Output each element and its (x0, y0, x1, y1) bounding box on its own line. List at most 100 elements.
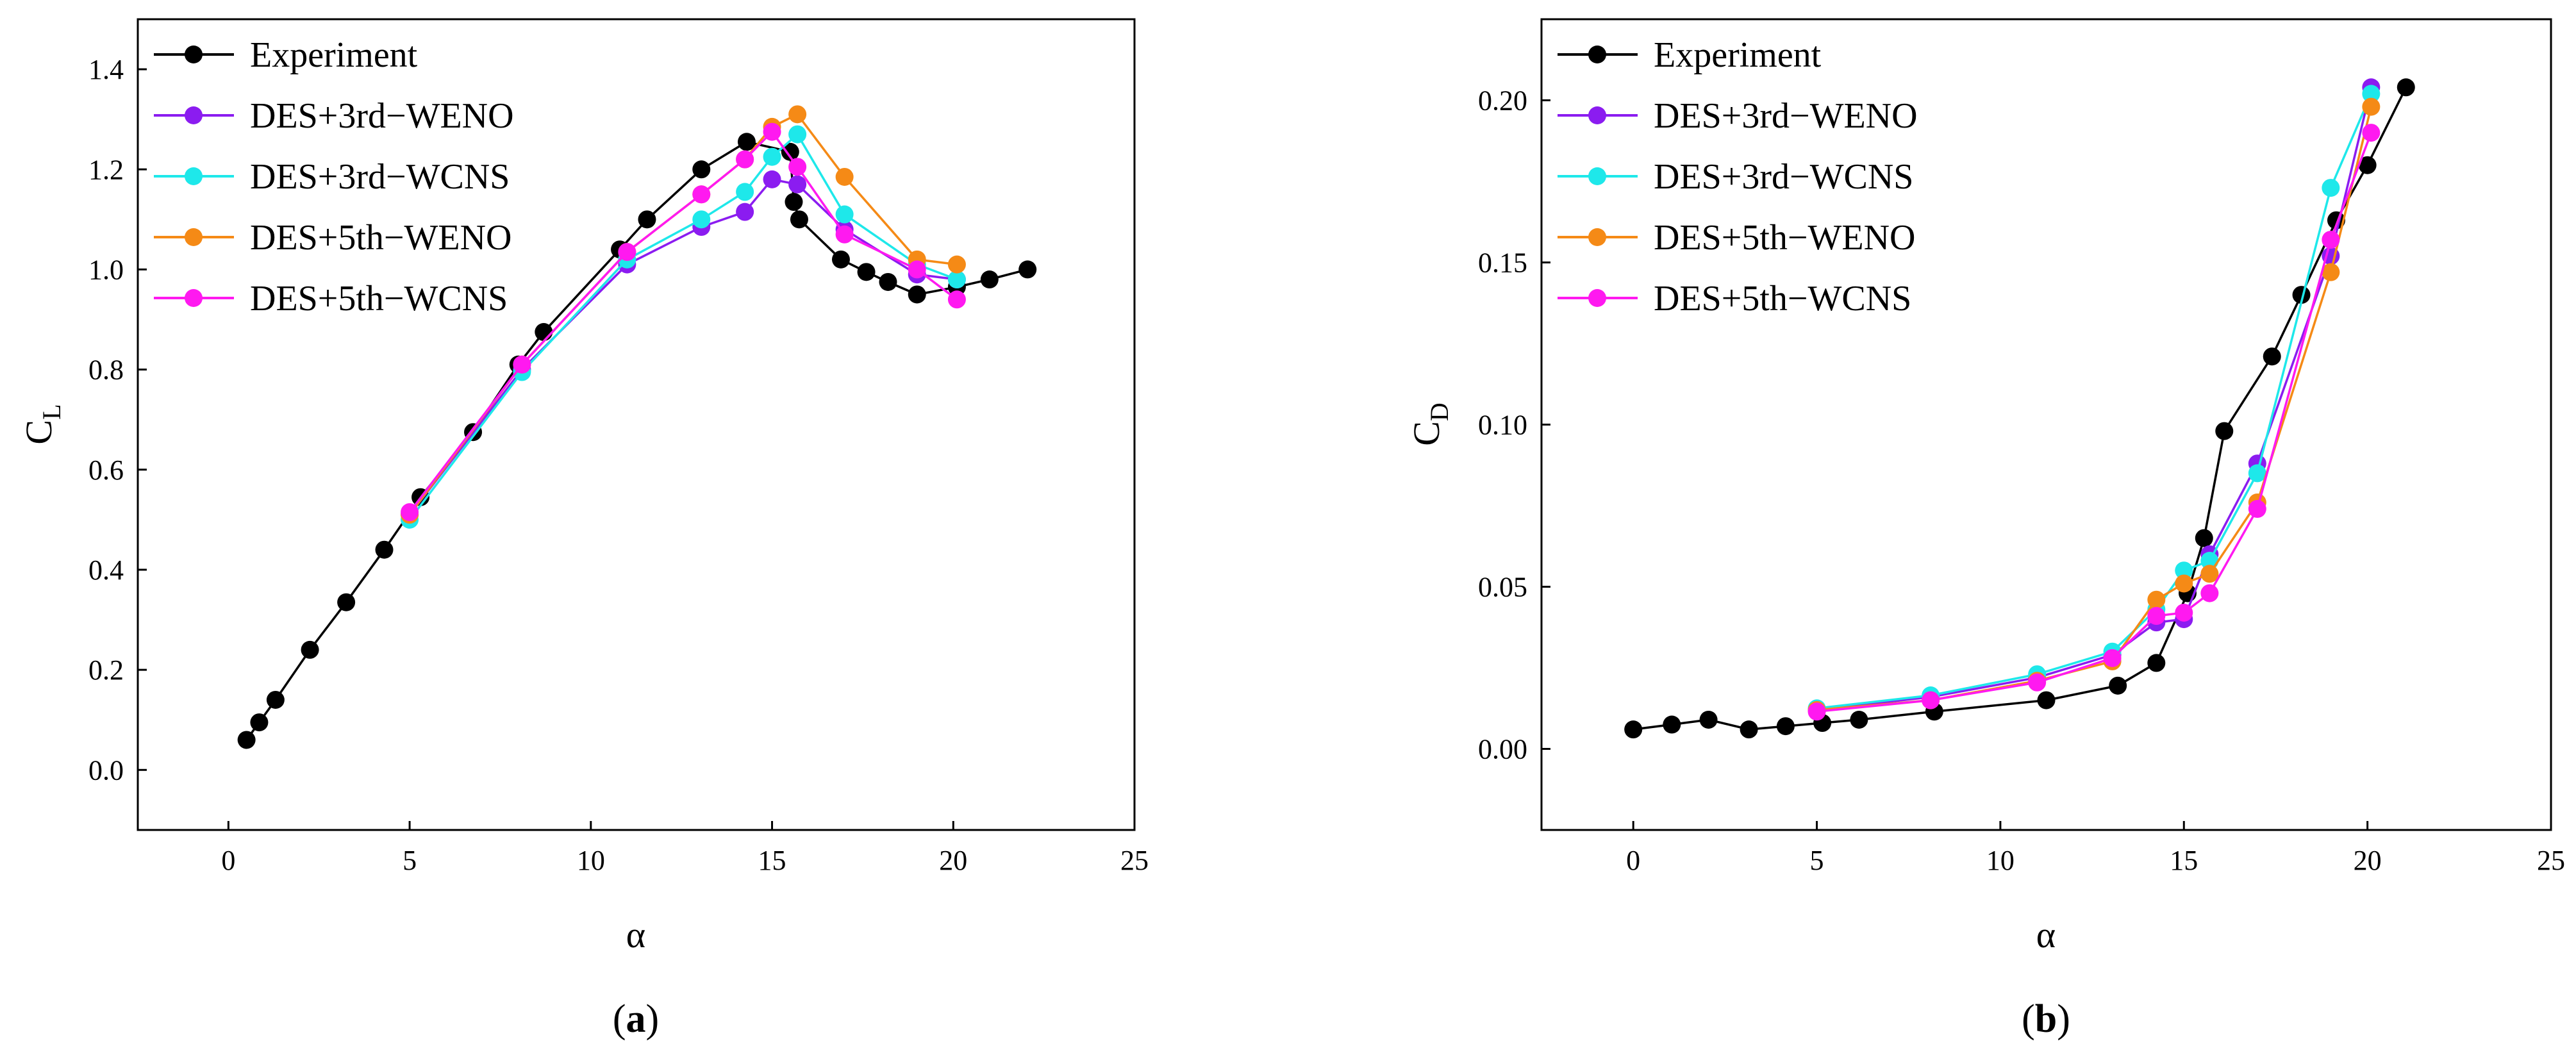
legend-label-b-4: DES+5th−WCNS (1654, 279, 1911, 319)
panel-a: 0 5 10 15 20 25 0.0 0.2 0.4 0.6 0.8 1.0 1.2 1.4 Exper… (18, 18, 1149, 1041)
data-point-b-3 (2147, 590, 2166, 609)
x-tick-label-b: 15 (2170, 845, 2198, 876)
data-point-a-0 (908, 285, 926, 304)
data-point-b-0 (2037, 691, 2056, 709)
y-axis-title-a: CL (18, 404, 66, 444)
y-tick-label-b: 0.15 (1478, 247, 1527, 279)
legend-label-a-3: DES+5th−WENO (250, 218, 511, 258)
data-point-a-0 (638, 210, 656, 229)
legend-marker-b-1 (1588, 106, 1606, 124)
data-point-b-4 (2175, 603, 2193, 622)
data-point-a-4 (788, 158, 807, 176)
data-point-b-0 (2215, 422, 2234, 440)
data-point-a-3 (835, 167, 854, 186)
series-layer-b (1624, 78, 2415, 739)
x-tick-label-a: 15 (758, 845, 786, 876)
legend-label-a-0: Experiment (250, 35, 418, 75)
data-point-b-0 (2195, 529, 2213, 547)
data-point-a-4 (618, 243, 636, 261)
data-point-a-0 (790, 210, 808, 229)
data-point-b-0 (1740, 720, 1758, 739)
y-tick-label-a: 1.0 (88, 254, 124, 285)
legend-label-a-2: DES+3rd−WCNS (250, 157, 510, 197)
data-point-b-0 (2358, 156, 2377, 174)
data-point-a-2 (947, 270, 966, 289)
x-tick-label-b: 0 (1626, 845, 1640, 876)
y-tick-label-b: 0.10 (1478, 410, 1527, 441)
data-point-b-0 (1699, 710, 1718, 729)
plot-area-a (137, 18, 1136, 831)
series-line-b-1 (1816, 87, 2373, 711)
data-point-b-0 (1850, 710, 1868, 729)
x-tick-label-a: 20 (939, 845, 967, 876)
data-point-a-1 (736, 203, 754, 221)
legend-label-b-1: DES+3rd−WENO (1654, 96, 1918, 136)
y-tick-label-b: 0.00 (1478, 734, 1527, 765)
series-line-a-2 (408, 132, 958, 520)
data-point-b-0 (2292, 286, 2311, 304)
data-point-b-2 (2322, 179, 2340, 197)
data-point-b-4 (1922, 691, 1940, 709)
data-point-b-2 (2362, 85, 2381, 103)
data-point-a-0 (879, 272, 897, 291)
data-point-a-0 (337, 593, 356, 611)
data-point-a-1 (763, 170, 781, 188)
data-point-b-4 (2028, 673, 2047, 692)
data-point-a-4 (908, 260, 926, 279)
data-point-b-3 (2322, 263, 2340, 281)
data-point-b-0 (2397, 78, 2415, 97)
data-point-a-2 (692, 210, 711, 229)
legend-a: Experiment DES+3rd−WENO DES+3rd−WCNS DES+5t… (154, 35, 514, 319)
data-point-a-0 (831, 250, 850, 269)
data-point-a-2 (835, 205, 854, 224)
data-point-a-0 (237, 731, 256, 749)
x-tick-label-b: 10 (1986, 845, 2015, 876)
legend-marker-a-0 (185, 46, 203, 63)
data-point-a-0 (250, 713, 269, 732)
legend-label-b-0: Experiment (1654, 35, 1822, 75)
panel-label-b: (b) (2022, 997, 2070, 1041)
data-point-a-2 (788, 125, 807, 144)
data-point-b-3 (2362, 97, 2381, 116)
legend-label-a-4: DES+5th−WCNS (250, 279, 508, 319)
data-point-b-2 (2175, 561, 2193, 580)
data-point-a-4 (513, 355, 531, 374)
y-tick-label-a: 1.2 (88, 154, 124, 185)
data-point-a-0 (1018, 260, 1037, 279)
legend-b: Experiment DES+3rd−WENO DES+3rd−WCNS DES+5t… (1558, 35, 1918, 319)
y-tick-label-a: 0.4 (88, 554, 124, 586)
data-point-a-0 (535, 323, 553, 342)
data-point-a-4 (763, 122, 781, 141)
series-line-b-2 (1816, 93, 2373, 710)
data-point-a-0 (781, 142, 799, 161)
data-point-a-2 (763, 147, 781, 166)
y-tick-label-a: 0.0 (88, 754, 124, 786)
data-point-a-4 (401, 503, 419, 522)
series-line-a-4 (408, 130, 958, 513)
data-point-a-0 (692, 160, 711, 179)
data-point-a-3 (947, 255, 966, 274)
legend-marker-b-0 (1588, 46, 1606, 63)
legend-label-b-3: DES+5th−WENO (1654, 218, 1915, 258)
data-point-b-0 (1663, 715, 1681, 734)
y-tick-label-b: 0.05 (1478, 572, 1527, 603)
data-point-b-4 (2322, 231, 2340, 249)
data-point-a-0 (785, 193, 803, 211)
y-tick-label-a: 1.4 (88, 54, 124, 85)
data-point-b-0 (2147, 654, 2166, 672)
data-point-b-2 (2248, 464, 2266, 483)
data-point-a-0 (301, 640, 319, 659)
data-point-b-4 (1807, 702, 1826, 721)
data-point-b-0 (1624, 720, 1643, 739)
x-tick-label-b: 25 (2537, 845, 2565, 876)
legend-marker-a-3 (185, 228, 203, 246)
data-point-b-0 (1776, 717, 1795, 736)
legend-marker-a-4 (185, 289, 203, 307)
axes-b: 0 5 10 15 20 25 0.00 0.05 0.10 0.15 0.20 (1478, 85, 2565, 877)
data-point-a-4 (692, 185, 711, 204)
data-point-b-4 (2200, 584, 2219, 602)
panel-b: 0 5 10 15 20 25 0.00 0.05 0.10 0.15 0.20 Experimen… (1406, 18, 2565, 1041)
x-tick-label-b: 5 (1810, 845, 1824, 876)
data-point-b-0 (2263, 347, 2281, 366)
